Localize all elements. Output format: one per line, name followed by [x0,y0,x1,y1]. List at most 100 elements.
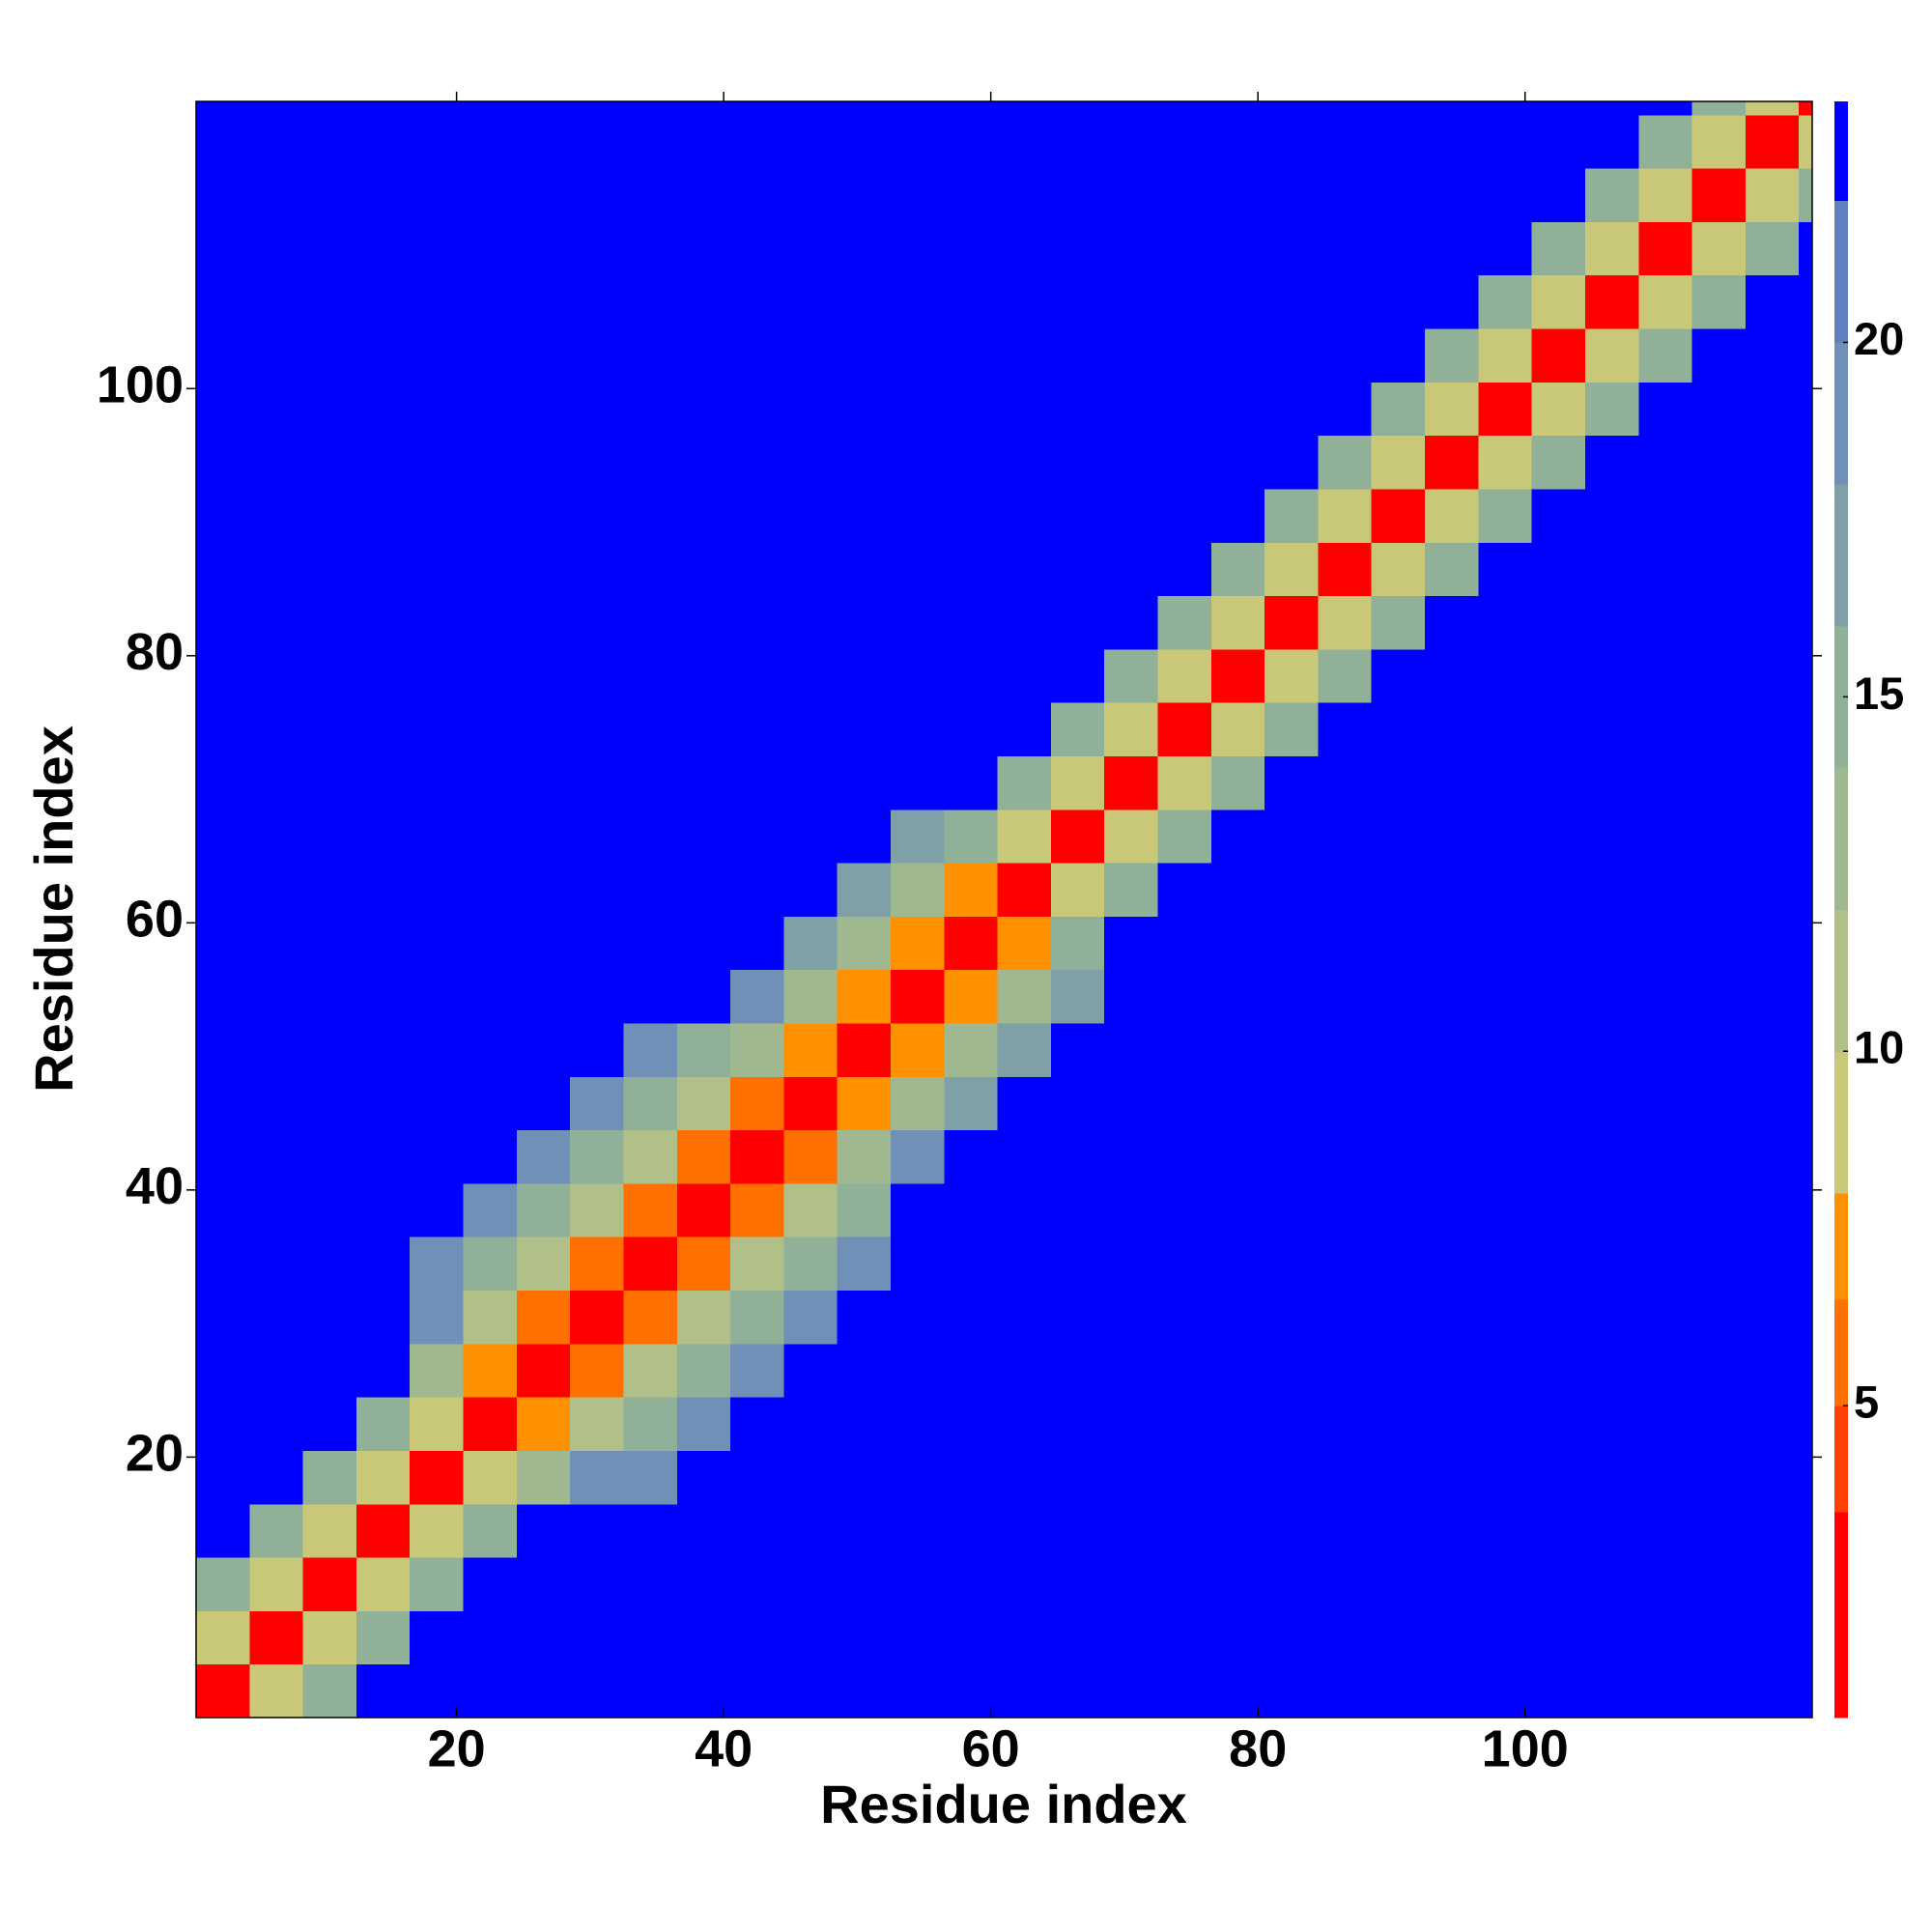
heatmap-cell [1478,1397,1533,1451]
heatmap-cell [249,702,304,756]
heatmap-cell [1318,328,1373,383]
heatmap-cell [783,274,838,329]
heatmap-cell [1745,1503,1800,1558]
heatmap-cell [837,916,892,971]
heatmap-cell [676,969,731,1024]
heatmap-cell [1799,1290,1813,1345]
heatmap-cell [676,1663,731,1719]
heatmap-cell [463,488,518,543]
heatmap-cell [730,114,784,169]
heatmap-cell [355,969,411,1024]
heatmap-cell [783,1023,838,1077]
heatmap-cell [410,916,465,971]
heatmap-cell [516,542,571,597]
heatmap-cell [355,435,411,490]
heatmap-cell [676,1236,731,1292]
heatmap-cell [1691,1236,1747,1292]
heatmap-cell [783,382,838,437]
heatmap-cell [1050,809,1105,864]
heatmap-cell [1104,1182,1159,1237]
heatmap-cell [1425,916,1479,971]
heatmap-cell [1318,595,1373,650]
heatmap-cell [997,916,1052,971]
heatmap-cell [410,595,465,650]
heatmap-cell [1425,542,1479,597]
heatmap-cell [1584,1023,1639,1077]
heatmap-cell [623,221,678,276]
heatmap-cell [1799,595,1813,650]
x-tick-label: 100 [1482,1719,1569,1777]
heatmap-cell [1371,1182,1426,1237]
heatmap-cell [837,1023,892,1077]
heatmap-cell [1157,542,1212,597]
heatmap-cell [1638,1236,1693,1292]
heatmap-cell [730,595,784,650]
heatmap-cell [944,114,999,169]
heatmap-cell [837,1236,892,1292]
heatmap-cell [196,1663,250,1719]
heatmap-cell [1157,488,1212,543]
heatmap-cell [302,595,357,650]
heatmap-cell [249,1663,304,1719]
heatmap-cell [1584,101,1639,116]
heatmap-cell [1584,221,1639,276]
heatmap-cell [1050,1610,1105,1665]
heatmap-cell [1584,1663,1639,1719]
heatmap-cell [302,1076,357,1131]
heatmap-cell [1371,1343,1426,1398]
heatmap-cell [410,328,465,383]
heatmap-cell [1425,648,1479,703]
heatmap-cell [1584,328,1639,383]
heatmap-cell [1210,1557,1265,1611]
y-tick-label: 60 [126,891,184,949]
heatmap-cell [944,168,999,222]
heatmap-cell [1478,1503,1533,1558]
heatmap-cell [623,1343,678,1398]
heatmap-cell [302,863,357,917]
heatmap-cell [1638,221,1693,276]
heatmap-cell [1371,1503,1426,1558]
heatmap-cell [676,702,731,756]
heatmap-cell [570,809,624,864]
heatmap-cell [997,1610,1052,1665]
heatmap-cell [1318,1129,1373,1184]
heatmap-cell [1371,542,1426,597]
heatmap-cell [1799,1343,1813,1398]
heatmap-cell [890,809,945,864]
heatmap-cell [890,1343,945,1398]
heatmap-cell [1584,648,1639,703]
heatmap-cell [355,648,411,703]
heatmap-cell [516,863,571,917]
heatmap-cell [837,114,892,169]
heatmap-cell [890,755,945,810]
heatmap-cell [1104,168,1159,222]
heatmap-cell [1050,542,1105,597]
heatmap-cell [1584,168,1639,222]
heatmap-cell [463,274,518,329]
heatmap-cell [1318,488,1373,543]
heatmap-cell [1264,1663,1319,1719]
heatmap-cell [1157,969,1212,1024]
heatmap-cell [1371,1397,1426,1451]
heatmap-cell [730,168,784,222]
heatmap-cell [1531,1129,1586,1184]
heatmap-cell [249,863,304,917]
heatmap-cell [944,1023,999,1077]
heatmap-cell [997,1182,1052,1237]
heatmap-cell [1050,648,1105,703]
heatmap-cell [1371,969,1426,1024]
heatmap-cell [997,168,1052,222]
heatmap-cell [516,328,571,383]
heatmap-cell [1264,1290,1319,1345]
heatmap-cell [1531,1236,1586,1292]
heatmap-cell [1691,328,1747,383]
heatmap-cell [1691,648,1747,703]
heatmap-cell [410,542,465,597]
heatmap-cell [623,274,678,329]
heatmap-cell [623,1557,678,1611]
heatmap-cell [944,1076,999,1131]
heatmap-cell [997,809,1052,864]
heatmap-cell [1691,595,1747,650]
heatmap-cell [623,916,678,971]
heatmap-cell [463,1129,518,1184]
